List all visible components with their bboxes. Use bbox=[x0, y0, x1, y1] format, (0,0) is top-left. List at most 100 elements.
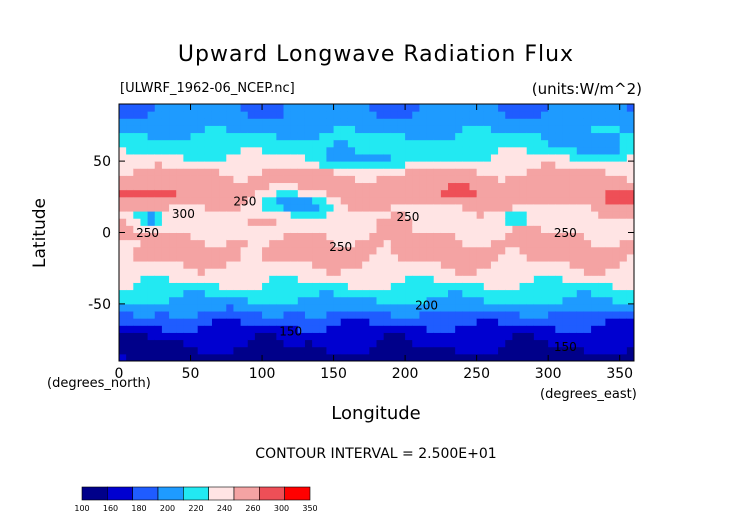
heatmap-cell bbox=[333, 346, 342, 355]
heatmap-cell bbox=[505, 104, 513, 112]
heatmap-cell bbox=[619, 196, 628, 205]
heatmap-cell bbox=[190, 125, 199, 134]
heatmap-cell bbox=[119, 239, 127, 248]
heatmap-cell bbox=[147, 311, 156, 319]
heatmap-cell bbox=[505, 182, 513, 191]
heatmap-cell bbox=[555, 318, 563, 326]
heatmap-cell bbox=[405, 232, 413, 241]
heatmap-cell bbox=[455, 139, 463, 148]
heatmap-cell bbox=[304, 239, 313, 248]
heatmap-cell bbox=[219, 139, 227, 148]
heatmap-cell bbox=[512, 325, 521, 333]
heatmap-cell bbox=[326, 225, 335, 233]
heatmap-cell bbox=[626, 153, 635, 162]
contour-label: 250 bbox=[233, 194, 256, 208]
heatmap-cell bbox=[283, 139, 292, 148]
heatmap-cell bbox=[254, 104, 263, 112]
heatmap-cell bbox=[412, 353, 420, 362]
heatmap-cell bbox=[169, 189, 177, 198]
heatmap-cell bbox=[419, 139, 428, 148]
heatmap-cell bbox=[455, 189, 463, 198]
heatmap-cell bbox=[390, 139, 399, 148]
heatmap-cell bbox=[326, 168, 335, 176]
heatmap-cell bbox=[326, 232, 335, 241]
heatmap-cell bbox=[376, 275, 385, 283]
heatmap-cell bbox=[397, 275, 406, 283]
heatmap-cell bbox=[269, 203, 277, 212]
heatmap-cell bbox=[397, 253, 406, 262]
heatmap-cell bbox=[433, 104, 442, 112]
heatmap-cell bbox=[569, 339, 578, 348]
heatmap-cell bbox=[169, 239, 177, 248]
heatmap-cell bbox=[576, 189, 585, 198]
heatmap-cell bbox=[254, 146, 263, 155]
heatmap-cell bbox=[397, 239, 406, 248]
heatmap-cell bbox=[519, 104, 528, 112]
heatmap-cell bbox=[533, 225, 542, 233]
heatmap-cell bbox=[562, 289, 571, 298]
contour-label: 200 bbox=[415, 299, 438, 313]
heatmap-cell bbox=[383, 203, 392, 212]
heatmap-cell bbox=[369, 218, 377, 226]
heatmap-cell bbox=[426, 325, 435, 333]
heatmap-cell bbox=[204, 232, 213, 241]
heatmap-cell bbox=[183, 239, 192, 248]
heatmap-cell bbox=[419, 289, 428, 298]
heatmap-cell bbox=[254, 246, 263, 255]
heatmap-cell bbox=[233, 353, 242, 362]
heatmap-cell bbox=[490, 239, 499, 248]
heatmap-cell bbox=[419, 111, 428, 119]
heatmap-cell bbox=[397, 325, 406, 333]
heatmap-cell bbox=[219, 311, 227, 319]
heatmap-cell bbox=[154, 196, 163, 205]
heatmap-cell bbox=[412, 253, 420, 262]
heatmap-cell bbox=[483, 104, 492, 112]
heatmap-cell bbox=[190, 139, 199, 148]
heatmap-cell bbox=[598, 218, 606, 226]
heatmap-cell bbox=[355, 118, 363, 126]
heatmap-cell bbox=[483, 203, 492, 212]
heatmap-cell bbox=[562, 182, 571, 191]
heatmap-cell bbox=[347, 253, 356, 262]
heatmap-cell bbox=[169, 289, 177, 298]
heatmap-cell bbox=[355, 346, 363, 355]
heatmap-cell bbox=[183, 332, 192, 341]
heatmap-cell bbox=[312, 125, 320, 134]
heatmap-cell bbox=[190, 132, 199, 141]
heatmap-cell bbox=[262, 239, 270, 248]
heatmap-cell bbox=[340, 139, 349, 148]
heatmap-cell bbox=[233, 339, 242, 348]
heatmap-cell bbox=[469, 289, 478, 298]
heatmap-cell bbox=[362, 111, 370, 119]
heatmap-cell bbox=[469, 153, 478, 162]
heatmap-cell bbox=[412, 125, 420, 134]
heatmap-cell bbox=[333, 161, 342, 169]
heatmap-cell bbox=[598, 111, 606, 119]
heatmap-cell bbox=[319, 211, 327, 219]
heatmap-cell bbox=[533, 232, 542, 241]
heatmap-cell bbox=[147, 303, 156, 312]
heatmap-cell bbox=[412, 218, 420, 226]
heatmap-cell bbox=[290, 246, 299, 255]
heatmap-cell bbox=[340, 311, 349, 319]
heatmap-cell bbox=[433, 146, 442, 155]
heatmap-cell bbox=[583, 203, 592, 212]
heatmap-cell bbox=[262, 211, 270, 219]
heatmap-cell bbox=[605, 232, 614, 241]
heatmap-cell bbox=[469, 218, 478, 226]
heatmap-cell bbox=[462, 218, 470, 226]
heatmap-cell bbox=[390, 104, 399, 112]
heatmap-cell bbox=[448, 239, 456, 248]
heatmap-cell bbox=[519, 282, 528, 291]
heatmap-cell bbox=[340, 125, 349, 134]
heatmap-cell bbox=[548, 289, 556, 298]
heatmap-cell bbox=[583, 332, 592, 341]
heatmap-cell bbox=[369, 139, 377, 148]
heatmap-cell bbox=[526, 239, 535, 248]
heatmap-cell bbox=[154, 139, 163, 148]
heatmap-cell bbox=[276, 253, 285, 262]
heatmap-cell bbox=[154, 303, 163, 312]
heatmap-cell bbox=[526, 332, 535, 341]
heatmap-cell bbox=[347, 104, 356, 112]
heatmap-cell bbox=[583, 111, 592, 119]
